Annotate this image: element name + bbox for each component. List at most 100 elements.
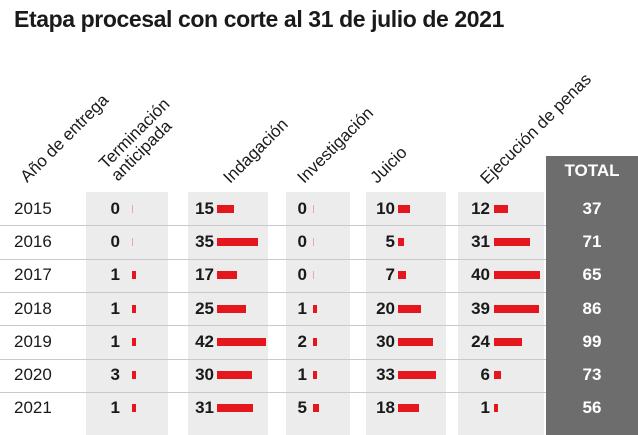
total-value: 65 <box>582 265 602 284</box>
column-header-line: Investigación <box>293 103 378 187</box>
value-juicio: 30 <box>376 332 395 351</box>
year-label: 2019 <box>14 332 52 351</box>
bar-juicio <box>398 238 404 246</box>
total-value: 56 <box>582 398 602 417</box>
year-label: 2017 <box>14 265 52 284</box>
total-value: 99 <box>582 332 602 351</box>
bar-terminacion <box>132 404 136 412</box>
year-label: 2020 <box>14 365 52 384</box>
column-header-indagacion: Indagación <box>220 115 292 187</box>
year-label: 2018 <box>14 299 52 318</box>
value-terminacion: 0 <box>110 199 120 218</box>
value-ejecucion: 24 <box>471 332 490 351</box>
value-investigacion: 1 <box>297 365 307 384</box>
value-terminacion: 3 <box>110 365 120 384</box>
bar-ejecucion <box>494 205 508 213</box>
year-label: 2015 <box>14 199 52 218</box>
bar-ejecucion <box>494 404 498 412</box>
bar-investigacion <box>313 338 317 346</box>
value-indagacion: 30 <box>195 365 214 384</box>
bar-investigacion <box>313 205 314 213</box>
value-juicio: 33 <box>376 365 395 384</box>
column-background-indagacion <box>188 192 268 435</box>
bar-terminacion <box>132 338 136 346</box>
bar-juicio <box>398 205 410 213</box>
bar-juicio <box>398 371 436 379</box>
bar-indagacion <box>217 238 258 246</box>
total-column-background <box>546 156 638 435</box>
row-header-label: Año de entrega <box>16 90 113 186</box>
value-indagacion: 15 <box>195 199 214 218</box>
value-ejecucion: 6 <box>480 365 490 384</box>
row-divider <box>0 225 546 226</box>
bar-investigacion <box>313 305 317 313</box>
bar-investigacion <box>313 371 317 379</box>
row-divider <box>0 259 546 260</box>
value-terminacion: 0 <box>110 232 120 251</box>
value-indagacion: 25 <box>195 299 214 318</box>
year-label: 2021 <box>14 398 52 417</box>
bar-investigacion <box>313 271 314 279</box>
value-ejecucion: 1 <box>480 398 490 417</box>
value-ejecucion: 12 <box>471 199 490 218</box>
row-divider <box>0 392 546 393</box>
bar-indagacion <box>217 305 246 313</box>
total-header: TOTAL <box>564 161 620 180</box>
year-label: 2016 <box>14 232 52 251</box>
bar-juicio <box>398 271 406 279</box>
value-indagacion: 42 <box>195 332 214 351</box>
value-investigacion: 1 <box>297 299 307 318</box>
column-background-juicio <box>366 192 446 435</box>
bar-terminacion <box>132 371 136 379</box>
value-investigacion: 0 <box>297 232 307 251</box>
bar-indagacion <box>217 371 252 379</box>
column-header-line: Indagación <box>219 114 292 187</box>
bar-juicio <box>398 338 433 346</box>
value-terminacion: 1 <box>110 332 120 351</box>
total-value: 37 <box>582 199 602 218</box>
value-indagacion: 31 <box>195 398 214 417</box>
value-juicio: 20 <box>376 299 395 318</box>
value-investigacion: 0 <box>297 265 307 284</box>
value-indagacion: 17 <box>195 265 214 284</box>
bar-investigacion <box>313 238 314 246</box>
bar-terminacion <box>132 238 133 246</box>
value-terminacion: 1 <box>110 299 120 318</box>
bar-ejecucion <box>494 238 530 246</box>
column-header-juicio: Juicio <box>366 142 411 187</box>
bar-indagacion <box>217 205 234 213</box>
value-juicio: 10 <box>376 199 395 218</box>
bar-indagacion <box>217 338 266 346</box>
value-investigacion: 0 <box>297 199 307 218</box>
row-divider <box>0 325 546 326</box>
chart-title: Etapa procesal con corte al 31 de julio … <box>14 6 504 32</box>
bar-ejecucion <box>494 271 540 279</box>
column-background-terminacion <box>86 192 168 435</box>
bar-juicio <box>398 404 419 412</box>
column-header-line: Juicio <box>366 142 411 187</box>
value-terminacion: 1 <box>110 265 120 284</box>
bar-indagacion <box>217 404 253 412</box>
bar-ejecucion <box>494 338 522 346</box>
column-header-terminacion: Terminación anticipada <box>95 94 185 184</box>
value-juicio: 18 <box>376 398 395 417</box>
value-ejecucion: 31 <box>471 232 490 251</box>
row-divider <box>0 359 546 360</box>
total-value: 73 <box>582 365 602 384</box>
value-indagacion: 35 <box>195 232 214 251</box>
bar-terminacion <box>132 271 136 279</box>
row-divider <box>0 292 546 293</box>
value-juicio: 5 <box>385 232 395 251</box>
bar-terminacion <box>132 205 133 213</box>
bar-ejecucion <box>494 305 539 313</box>
bar-terminacion <box>132 305 136 313</box>
value-investigacion: 2 <box>297 332 307 351</box>
column-header-investigacion: Investigación <box>293 103 378 187</box>
column-background-investigacion <box>286 192 350 435</box>
bar-investigacion <box>313 404 319 412</box>
bar-ejecucion <box>494 371 501 379</box>
value-juicio: 7 <box>385 265 395 284</box>
value-investigacion: 5 <box>297 398 307 417</box>
bar-juicio <box>398 305 421 313</box>
bar-indagacion <box>217 271 237 279</box>
